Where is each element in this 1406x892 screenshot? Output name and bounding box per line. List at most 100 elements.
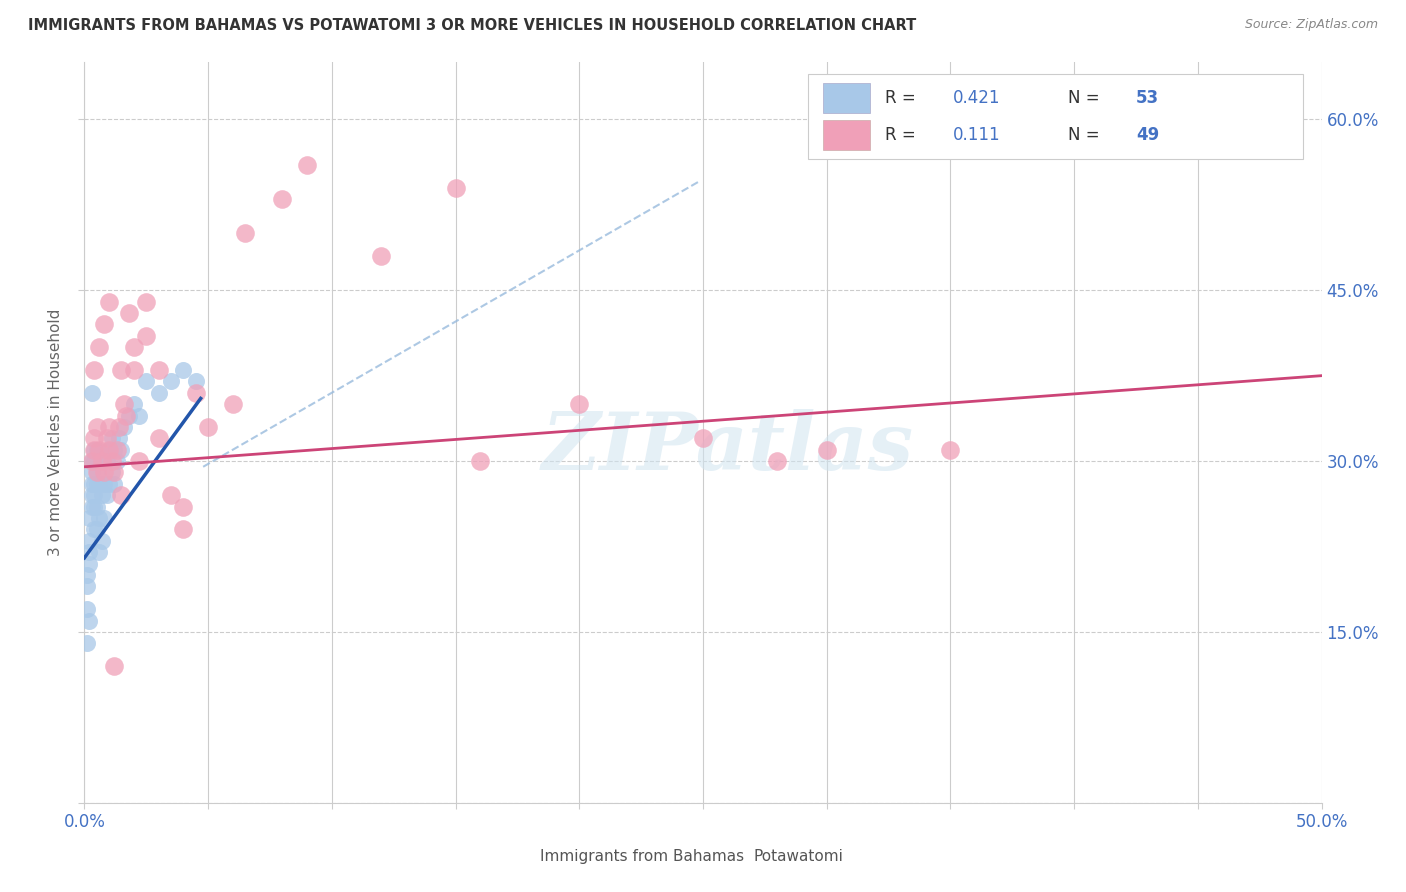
Point [93,318,115,332]
Point [98,442,121,457]
Point [172,363,194,377]
Point [148,363,170,377]
Point [271,192,294,206]
Point [105,454,128,468]
Point [80,454,103,468]
Point [90,488,112,502]
Point [93,476,115,491]
Point [86,476,108,491]
Point [103,442,125,457]
Point [83,442,105,457]
Point [86,420,108,434]
Point [568,397,591,411]
Point [103,476,125,491]
Point [100,431,122,445]
Point [86,466,108,480]
Point [112,420,135,434]
Point [692,431,714,445]
Point [98,294,121,309]
Text: N =: N = [1069,89,1105,107]
Point [148,431,170,445]
Text: 53: 53 [1136,89,1159,107]
Point [96,431,118,445]
Point [135,328,157,343]
Point [79,533,101,548]
Point [83,442,105,457]
Point [80,488,103,502]
Point [80,466,103,480]
Point [89,545,111,559]
Point [295,158,318,172]
FancyBboxPatch shape [499,848,530,864]
Point [128,409,150,423]
Point [112,397,135,411]
Text: Potawatomi: Potawatomi [754,848,844,863]
FancyBboxPatch shape [713,848,744,864]
Point [128,454,150,468]
Point [160,488,183,502]
Point [98,420,121,434]
Text: Source: ZipAtlas.com: Source: ZipAtlas.com [1244,18,1378,31]
Y-axis label: 3 or more Vehicles in Household: 3 or more Vehicles in Household [48,309,63,557]
FancyBboxPatch shape [823,83,870,112]
Point [815,442,838,457]
Point [100,454,122,468]
Point [86,466,108,480]
Point [939,442,962,457]
Point [83,488,105,502]
Point [98,442,121,457]
Point [79,614,101,628]
Point [76,579,98,593]
Text: N =: N = [1069,126,1105,144]
Point [108,431,131,445]
Point [93,466,115,480]
Text: 49: 49 [1136,126,1160,144]
FancyBboxPatch shape [823,120,870,150]
Text: ZIPatlas: ZIPatlas [541,409,914,486]
Point [135,375,157,389]
Point [79,511,101,525]
Point [172,523,194,537]
Point [80,500,103,514]
Point [90,454,112,468]
Point [222,397,245,411]
Point [83,454,105,468]
Point [766,454,789,468]
Point [86,523,108,537]
Point [83,476,105,491]
Point [89,476,111,491]
Text: R =: R = [884,89,921,107]
Point [86,500,108,514]
Text: 0.421: 0.421 [953,89,1001,107]
Point [110,442,132,457]
Point [100,466,122,480]
Point [105,442,128,457]
Point [76,636,98,650]
Point [122,340,145,354]
Point [197,420,219,434]
Point [172,500,194,514]
Point [118,409,141,423]
Point [80,385,103,400]
Point [83,523,105,537]
Point [79,557,101,571]
Point [184,385,207,400]
Point [83,363,105,377]
Text: Immigrants from Bahamas: Immigrants from Bahamas [540,848,744,863]
Point [118,306,141,320]
Point [110,488,132,502]
FancyBboxPatch shape [808,73,1303,159]
Point [108,420,131,434]
Point [80,454,103,468]
Point [96,454,118,468]
Text: 0.111: 0.111 [953,126,1001,144]
Point [89,442,111,457]
Point [86,442,108,457]
Point [135,294,157,309]
Point [115,409,138,423]
Point [89,511,111,525]
Point [96,488,118,502]
Point [93,511,115,525]
Point [370,249,392,263]
Point [148,385,170,400]
